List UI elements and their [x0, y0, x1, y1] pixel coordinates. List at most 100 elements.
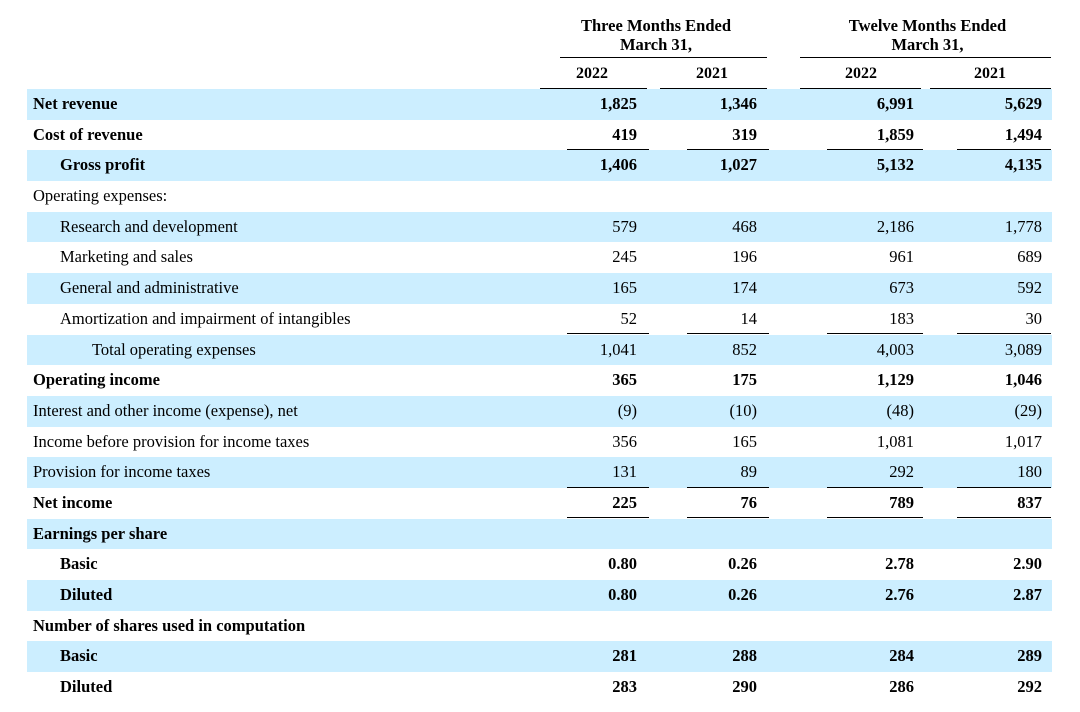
row-value-col-3: 2.78 — [885, 554, 914, 574]
row-value-col-4: 1,778 — [1004, 216, 1042, 236]
year-col-4: 2021 — [974, 65, 1006, 82]
row-value-col-4: 180 — [1017, 462, 1042, 482]
row-value-col-2: 76 — [740, 492, 758, 512]
top-rule — [567, 487, 649, 489]
table-row: Diluted 283 290 286 292 — [27, 672, 1052, 703]
row-value-col-1: 1,041 — [599, 339, 637, 359]
row-value-col-2 — [687, 611, 757, 642]
row-value-col-2: 174 — [732, 278, 757, 298]
row-value-col-1: 419 — [612, 124, 637, 144]
row-label: Diluted — [60, 677, 113, 697]
table-row: Provision for income taxes 131 89 292 180 — [27, 457, 1052, 488]
row-label: General and administrative — [60, 278, 239, 298]
table-row: Number of shares used in computation — [27, 611, 1052, 642]
table-row: Amortization and impairment of intangibl… — [27, 304, 1052, 335]
row-value-col-4 — [962, 519, 1042, 550]
underline-rule — [567, 149, 649, 151]
row-label: Total operating expenses — [92, 339, 256, 359]
row-value-col-1: 356 — [612, 431, 637, 451]
row-value-col-3 — [834, 519, 914, 550]
row-value-col-3 — [834, 181, 914, 212]
row-value-col-2: 0.26 — [728, 585, 757, 604]
table-row: Cost of revenue 419 319 1,859 1,494 — [27, 120, 1052, 151]
year-rule-4 — [930, 88, 1051, 89]
row-value-col-1: 365 — [612, 370, 637, 390]
underline-rule — [687, 486, 769, 488]
row-label: Basic — [60, 646, 98, 666]
row-value-col-3: 1,081 — [876, 431, 914, 451]
row-label: Basic — [60, 554, 98, 574]
year-col-2: 2021 — [696, 65, 728, 82]
row-value-col-1: 0.80 — [608, 554, 637, 574]
table-row: General and administrative 165 174 673 592 — [27, 273, 1052, 304]
top-rule — [827, 487, 923, 489]
table-row: Research and development 579 468 2,186 1,778 — [27, 211, 1052, 243]
year-col-1: 2022 — [576, 65, 608, 82]
row-label: Marketing and sales — [60, 247, 193, 267]
row-value-col-2: 319 — [732, 124, 757, 144]
row-label: Income before provision for income taxes — [33, 431, 310, 451]
three-months-header: Three Months Ended March 31, — [556, 16, 756, 54]
underline-rule — [957, 149, 1051, 151]
row-value-col-3: 5,132 — [876, 155, 914, 175]
row-label: Earnings per share — [33, 523, 168, 543]
row-value-col-4: 3,089 — [1004, 339, 1042, 359]
row-label: Net income — [33, 492, 113, 512]
row-value-col-1 — [567, 611, 637, 642]
row-value-col-4: 1,017 — [1004, 431, 1042, 451]
row-value-col-1: 1,825 — [599, 94, 637, 113]
underline-rule — [957, 333, 1051, 335]
table-row: Basic 281 288 284 289 — [27, 641, 1052, 673]
row-label: Research and development — [60, 216, 238, 236]
row-value-col-4: 1,046 — [1004, 370, 1042, 390]
row-label: Cost of revenue — [33, 124, 143, 144]
row-label: Operating expenses: — [33, 186, 168, 206]
three-months-header-rule — [560, 57, 767, 58]
row-value-col-1: 579 — [612, 216, 637, 236]
underline-rule — [567, 333, 649, 335]
row-value-col-4: 5,629 — [1004, 94, 1042, 113]
row-value-col-1: 131 — [612, 462, 637, 482]
table-row: Net revenue 1,825 1,346 6,991 5,629 — [27, 89, 1052, 120]
row-value-col-1: 225 — [612, 492, 637, 512]
row-value-col-3: 1,859 — [876, 124, 914, 144]
row-value-col-2: 1,027 — [719, 155, 757, 175]
table-row: Operating income 365 175 1,129 1,046 — [27, 365, 1052, 396]
row-value-col-3: 292 — [889, 462, 914, 482]
row-value-col-4: 4,135 — [1004, 155, 1042, 175]
row-value-col-3: 6,991 — [876, 94, 914, 113]
twelve-months-header-rule — [800, 57, 1051, 58]
row-value-col-3: 2,186 — [876, 216, 914, 236]
row-value-col-4: (29) — [1014, 400, 1043, 420]
table-row: Income before provision for income taxes… — [27, 427, 1052, 458]
row-value-col-1: 52 — [620, 308, 638, 328]
row-value-col-2: 196 — [732, 247, 757, 267]
row-value-col-2: 1,346 — [719, 94, 757, 113]
row-value-col-3 — [834, 611, 914, 642]
row-value-col-4 — [962, 611, 1042, 642]
underline-rule — [827, 333, 923, 335]
table-row: Diluted 0.80 0.26 2.76 2.87 — [27, 580, 1052, 611]
row-value-col-3: 789 — [889, 492, 914, 512]
row-value-col-2: 165 — [732, 431, 757, 451]
row-value-col-4: 689 — [1017, 247, 1042, 267]
underline-rule — [827, 486, 923, 488]
table-row: Total operating expenses 1,041 852 4,003 3,0… — [27, 334, 1052, 366]
table-row: Gross profit 1,406 1,027 5,132 4,135 — [27, 150, 1052, 182]
income-statement-table: Net revenue 1,825 1,346 6,991 5,629 Cost of r… — [27, 89, 1052, 703]
row-value-col-1 — [567, 519, 637, 550]
row-value-col-4: 2.87 — [1013, 585, 1042, 604]
twelve-months-header-line1: Twelve Months Ended — [848, 16, 1007, 35]
twelve-months-header: Twelve Months Ended March 31, — [820, 16, 1035, 54]
top-rule — [687, 487, 769, 489]
year-rule-2 — [660, 88, 767, 89]
row-value-col-3: (48) — [886, 400, 915, 420]
year-rule-3 — [800, 88, 921, 89]
row-value-col-1: 165 — [612, 278, 637, 298]
underline-rule — [957, 517, 1051, 519]
row-value-col-2: 468 — [732, 216, 757, 236]
row-value-col-1: 245 — [612, 247, 637, 267]
year-rule-1 — [540, 88, 647, 89]
underline-rule — [687, 517, 769, 519]
underline-rule — [687, 149, 769, 151]
